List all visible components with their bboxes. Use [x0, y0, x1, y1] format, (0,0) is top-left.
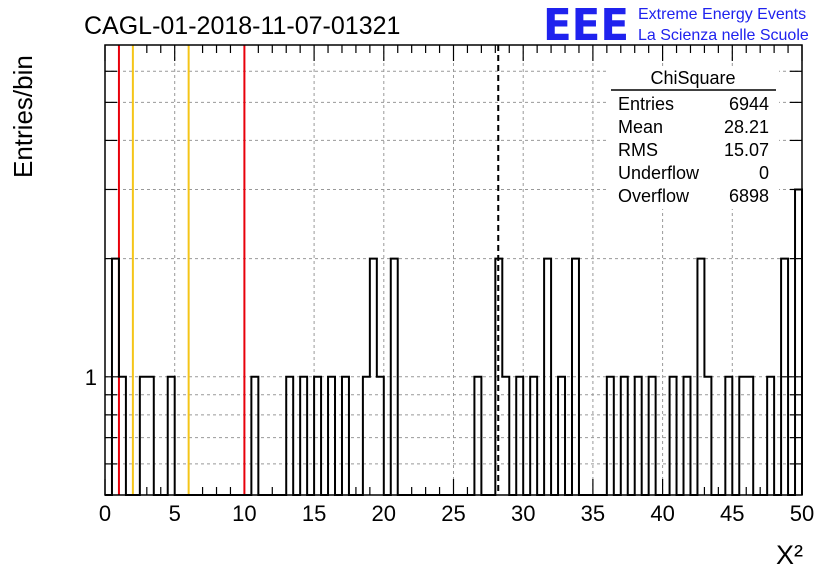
x-tick-labels: 0 5 10 15 20 25 30 35 40 45 50: [99, 501, 814, 526]
x-tick-label: 50: [790, 501, 814, 526]
reference-lines: [117, 45, 500, 495]
x-tick-label: 25: [441, 501, 465, 526]
stats-value: 28.21: [724, 117, 769, 137]
x-tick-label: 30: [511, 501, 535, 526]
stats-label: RMS: [618, 140, 658, 160]
eee-logo: EEE: [543, 0, 629, 51]
stats-title: ChiSquare: [650, 68, 735, 88]
y-tick-label: 1: [85, 365, 97, 390]
x-tick-label: 0: [99, 501, 111, 526]
stats-value: 0: [759, 163, 769, 183]
y-axis-label: Entries/bin: [8, 55, 38, 178]
grid: [105, 45, 802, 495]
x-tick-label: 35: [581, 501, 605, 526]
stats-value: 6898: [729, 186, 769, 206]
chart-title: CAGL-01-2018-11-07-01321: [84, 12, 400, 40]
x-tick-label: 40: [650, 501, 674, 526]
x-axis-label: X²: [776, 540, 803, 570]
stats-value: 15.07: [724, 140, 769, 160]
stats-label: Overflow: [618, 186, 690, 206]
x-tick-label: 5: [169, 501, 181, 526]
stats-label: Entries: [618, 94, 674, 114]
stats-label: Underflow: [618, 163, 700, 183]
logo-line-1: Extreme Energy Events: [638, 6, 806, 23]
x-tick-label: 15: [302, 501, 326, 526]
plot-frame: [104, 44, 803, 496]
x-tick-label: 20: [372, 501, 396, 526]
stats-box: ChiSquare Entries 6944 Mean 28.21 RMS 15.07 Un…: [607, 67, 779, 209]
x-tick-label: 10: [232, 501, 256, 526]
y-tick-labels: 1: [85, 365, 97, 390]
logo-line-2: La Scienza nelle Scuole: [638, 27, 809, 44]
stats-label: Mean: [618, 117, 663, 137]
histogram-bin: [795, 189, 802, 495]
x-tick-label: 45: [720, 501, 744, 526]
stats-value: 6944: [729, 94, 769, 114]
